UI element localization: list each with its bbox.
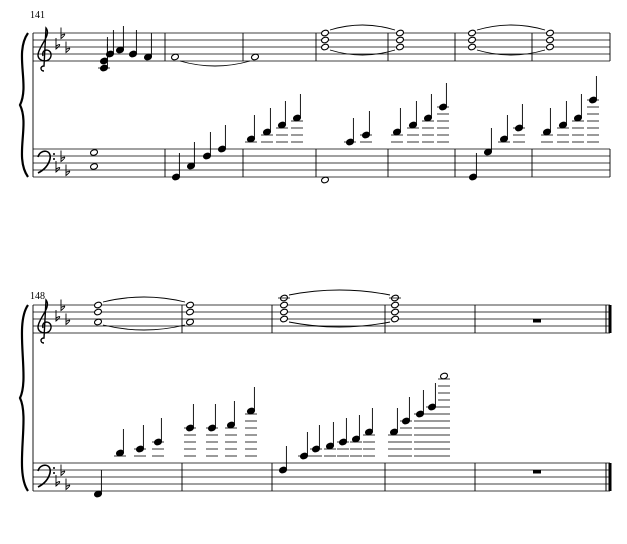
notehead xyxy=(89,149,99,156)
whole-rest xyxy=(533,319,541,323)
flat xyxy=(55,38,61,50)
flat xyxy=(55,161,61,173)
dot xyxy=(53,472,55,474)
bass-clef xyxy=(37,150,51,174)
notehead xyxy=(185,308,195,316)
notehead xyxy=(250,53,260,61)
tie xyxy=(476,49,546,56)
tie xyxy=(288,321,391,328)
notehead xyxy=(89,163,99,170)
notehead xyxy=(395,29,405,37)
flat xyxy=(65,164,71,177)
dot xyxy=(53,467,55,469)
notehead xyxy=(390,308,400,316)
treble-clef xyxy=(37,26,52,72)
tie xyxy=(329,49,396,56)
notehead xyxy=(93,308,103,316)
notehead xyxy=(279,308,289,316)
measure-number: 141 xyxy=(30,10,45,21)
notehead xyxy=(279,301,289,309)
notehead xyxy=(545,43,555,51)
notehead xyxy=(93,318,103,326)
tie xyxy=(102,296,186,303)
tie xyxy=(102,324,186,331)
bass-clef xyxy=(37,464,51,488)
notehead xyxy=(320,36,330,44)
notehead xyxy=(320,29,330,37)
notehead xyxy=(185,301,195,309)
whole-rest xyxy=(533,470,541,474)
notehead xyxy=(390,301,400,309)
dot xyxy=(53,158,55,160)
flat xyxy=(65,313,71,326)
tie xyxy=(288,289,391,296)
notehead xyxy=(439,372,449,380)
notehead xyxy=(320,176,330,184)
flat xyxy=(60,150,66,163)
treble-clef xyxy=(37,298,52,344)
measure-number: 148 xyxy=(30,291,45,302)
brace xyxy=(18,304,29,492)
tie xyxy=(329,24,396,31)
flat xyxy=(65,478,71,491)
tie xyxy=(179,60,251,67)
notehead xyxy=(320,43,330,51)
notehead xyxy=(279,315,289,323)
flat xyxy=(65,41,71,54)
notehead xyxy=(93,301,103,309)
notehead xyxy=(467,29,477,37)
dot xyxy=(53,153,55,155)
notehead xyxy=(390,315,400,323)
flat xyxy=(55,310,61,322)
notehead xyxy=(395,43,405,51)
notehead xyxy=(467,36,477,44)
notehead xyxy=(395,36,405,44)
notehead xyxy=(545,36,555,44)
notehead xyxy=(170,53,180,61)
tie xyxy=(476,24,546,31)
flat xyxy=(60,299,66,312)
flat xyxy=(55,475,61,487)
notehead xyxy=(185,318,195,326)
notehead xyxy=(545,29,555,37)
brace xyxy=(18,32,29,178)
flat xyxy=(60,464,66,477)
notehead xyxy=(467,43,477,51)
flat xyxy=(60,27,66,40)
